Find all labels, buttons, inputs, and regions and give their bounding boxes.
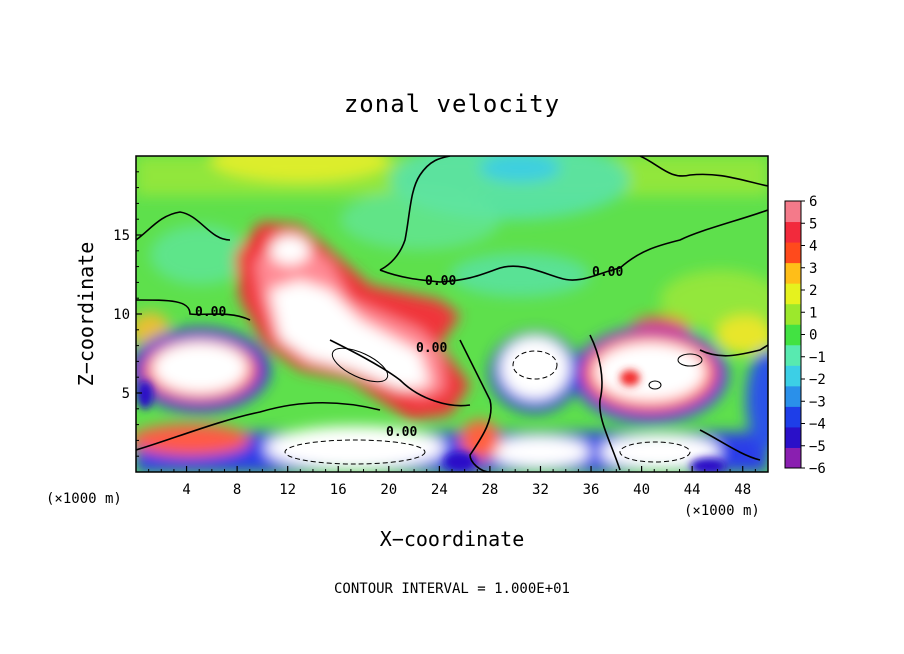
colorbar-swatch [785, 283, 801, 305]
colorbar-swatch [785, 262, 801, 284]
colorbar-swatch [785, 365, 801, 387]
y-axis-label: Z−coordinate [74, 242, 98, 387]
y-tick-label: 15 [113, 228, 130, 244]
colorbar-tick-label: −1 [809, 350, 826, 366]
contour-label: 0.00 [416, 341, 447, 356]
colorbar-tick-label: −2 [809, 372, 826, 388]
colorbar-swatch [785, 426, 801, 448]
colorbar-swatch [785, 303, 801, 325]
heatmap-field [136, 156, 768, 472]
x-tick-label: 44 [684, 482, 701, 498]
x-unit-label-left: (×1000 m) [46, 491, 122, 507]
contour-label: 0.00 [386, 425, 417, 440]
colorbar-swatch [785, 344, 801, 366]
plot-area: 0.00 0.00 0.00 0.00 0.00 [135, 155, 769, 473]
colorbar-tick-label: 5 [809, 216, 817, 232]
x-tick-label: 28 [481, 482, 498, 498]
contour-interval-note: CONTOUR INTERVAL = 1.000E+01 [334, 581, 570, 597]
contour-lines-thin [331, 347, 703, 390]
x-tick-label: 12 [279, 482, 296, 498]
contour-label: 0.00 [195, 305, 226, 320]
colorbar-tick-label: 6 [809, 194, 817, 210]
contour-label: 0.00 [592, 265, 623, 280]
colorbar-swatch [785, 242, 801, 264]
colorbar-tick-label: 1 [809, 305, 817, 321]
x-unit-label-right: (×1000 m) [684, 503, 760, 519]
colorbar-swatch [785, 406, 801, 428]
contour-lines [136, 156, 768, 472]
colorbar-tick-label: 3 [809, 261, 817, 277]
x-tick-label: 24 [431, 482, 448, 498]
colorbar-swatch [785, 201, 801, 223]
contour-lines-negative [284, 350, 691, 465]
heatmap-accents [137, 370, 726, 472]
colorbar-tick-label: 4 [809, 239, 817, 255]
colorbar-tick-label: −4 [809, 417, 826, 433]
x-tick-label: 32 [532, 482, 549, 498]
colorbar-tick-label: −6 [809, 461, 826, 477]
contour-label: 0.00 [425, 274, 456, 289]
x-tick-label: 40 [633, 482, 650, 498]
colorbar-swatch [785, 447, 801, 469]
colorbar-swatch [785, 221, 801, 243]
x-tick-label: 36 [583, 482, 600, 498]
colorbar-tick-label: 2 [809, 283, 817, 299]
x-axis-label: X−coordinate [380, 527, 525, 551]
x-tick-label: 4 [182, 482, 190, 498]
x-tick-label: 48 [734, 482, 751, 498]
colorbar-swatch [785, 324, 801, 346]
x-tick-label: 8 [233, 482, 241, 498]
colorbar: 6 5 4 3 2 1 0 −1 −2 −3 −4 −5 −6 [784, 194, 826, 477]
x-tick-label: 16 [330, 482, 347, 498]
y-tick-label: 5 [122, 386, 130, 402]
x-axis: 4 8 12 16 20 24 28 32 36 40 44 48 [148, 466, 756, 498]
colorbar-tick-label: −3 [809, 394, 826, 410]
y-tick-label: 10 [113, 307, 130, 323]
y-axis: 5 10 15 [113, 171, 142, 457]
colorbar-swatch [785, 385, 801, 407]
colorbar-tick-label: −5 [809, 439, 826, 455]
x-tick-label: 20 [380, 482, 397, 498]
chart-title: zonal velocity [344, 90, 560, 118]
colorbar-tick-label: 0 [809, 328, 817, 344]
